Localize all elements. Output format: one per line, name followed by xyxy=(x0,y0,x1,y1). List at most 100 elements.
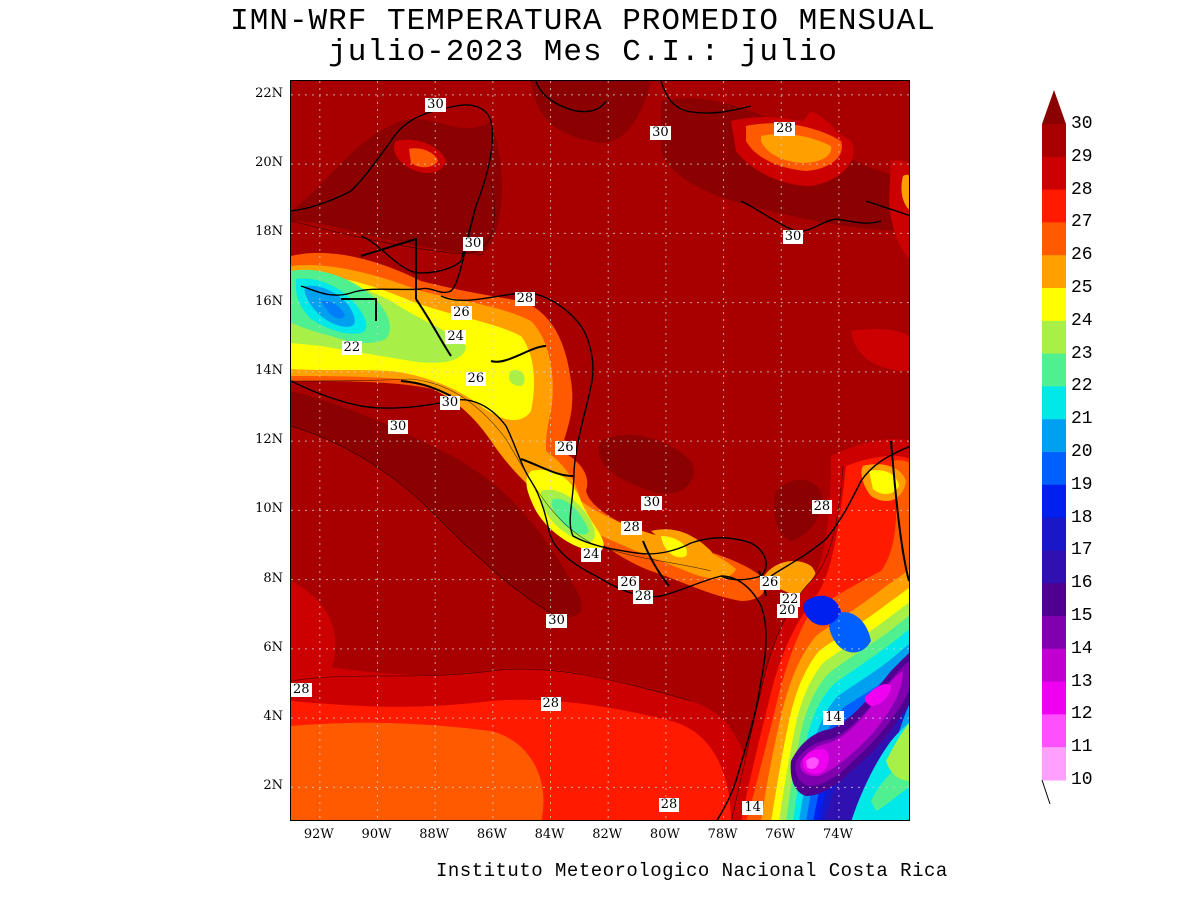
country-borders xyxy=(341,237,909,597)
contour-label: 14 xyxy=(742,800,763,816)
contour-label: 28 xyxy=(291,682,312,698)
colorbar-level-label: 30 xyxy=(1071,114,1093,134)
colorbar-swatch xyxy=(1042,189,1066,223)
caribbean-north-25 xyxy=(761,134,909,210)
contour-label: 28 xyxy=(632,588,654,604)
contour-label: 30 xyxy=(425,97,446,113)
contour-label: 30 xyxy=(462,235,484,251)
contour-label: 30 xyxy=(439,395,461,411)
colorbar-level-label: 29 xyxy=(1071,146,1093,167)
lat-tick-label: 10N xyxy=(255,501,283,517)
contour-label: 26 xyxy=(451,304,472,320)
lat-tick-label: 16N xyxy=(255,293,283,309)
lon-tick-label: 86W xyxy=(476,827,507,842)
colombia-13 xyxy=(800,671,903,777)
lon-tick-label: 76W xyxy=(765,827,796,842)
lat-tick-label: 18N xyxy=(255,224,283,240)
contour-label: 30 xyxy=(650,124,671,140)
colorbar-level-label: 15 xyxy=(1071,606,1093,626)
colorbar-swatch xyxy=(1042,484,1066,519)
colombia-east-23 xyxy=(886,723,909,781)
colorbar-level-label: 27 xyxy=(1071,212,1093,233)
colorbar-swatch xyxy=(1042,714,1066,748)
contour-label: 28 xyxy=(514,291,536,307)
highlands-19-20 xyxy=(321,300,345,319)
contour-label: 24 xyxy=(445,329,466,345)
lat-tick-label: 14N xyxy=(255,362,283,378)
contour-lines xyxy=(291,180,844,820)
yucatan-26 xyxy=(409,148,438,168)
contour-label: 26 xyxy=(759,575,781,591)
contour-label: 26 xyxy=(465,370,487,386)
contour-label: 14 xyxy=(823,710,844,726)
colombia-11 xyxy=(806,757,819,769)
contour-label: 22 xyxy=(341,339,363,355)
colorbar-swatch xyxy=(1042,353,1066,387)
lon-tick-label: 78W xyxy=(707,827,738,842)
colorbar-level-label: 19 xyxy=(1071,474,1093,495)
contour-label: 28 xyxy=(540,696,562,712)
colorbar-swatch xyxy=(1042,419,1066,453)
lat-tick-label: 6N xyxy=(263,639,283,655)
footer-credit: Instituto Meteorologico Nacional Costa R… xyxy=(436,860,948,882)
colorbar-swatch xyxy=(1042,386,1066,420)
colorbar-level-label: 20 xyxy=(1071,442,1093,462)
colorbar-swatch xyxy=(1042,616,1066,650)
lon-tick-label: 88W xyxy=(419,827,450,842)
chart-subtitle: julio-2023 Mes C.I.: julio xyxy=(328,35,838,70)
colorbar-swatch xyxy=(1042,156,1066,191)
colorbar-swatch xyxy=(1042,255,1066,289)
colorbar xyxy=(1041,90,1066,805)
lat-tick-label: 20N xyxy=(255,155,283,171)
colorbar-level-label: 12 xyxy=(1071,704,1093,725)
colorbar-level-label: 16 xyxy=(1071,573,1093,594)
contour-label: 20 xyxy=(777,602,798,618)
contour-label: 24 xyxy=(580,547,602,563)
contour-label: 30 xyxy=(782,228,804,244)
lon-tick-label: 84W xyxy=(534,827,565,842)
lon-tick-label: 90W xyxy=(361,827,392,842)
lat-tick-label: 4N xyxy=(263,709,283,725)
colorbar-level-label: 18 xyxy=(1071,507,1093,528)
colorbar-level-label: 28 xyxy=(1071,179,1093,200)
colombia-nw-bowl xyxy=(803,595,841,626)
colorbar-swatch xyxy=(1042,583,1066,617)
colorbar-swatch xyxy=(1042,747,1066,781)
temperature-map: 30 30 28 30 30 28 26 24 22 26 30 30 26 30 28 28 24 26 28 26… xyxy=(290,80,910,821)
colorbar-swatch xyxy=(1042,517,1066,551)
colorbar-swatch xyxy=(1042,452,1066,486)
lat-tick-label: 22N xyxy=(255,85,283,101)
colorbar-swatch xyxy=(1042,648,1066,683)
colorbar-level-label: 10 xyxy=(1071,770,1093,790)
colorbar-level-label: 13 xyxy=(1071,671,1093,692)
contour-label: 28 xyxy=(811,498,833,514)
field-26-27 xyxy=(291,722,544,820)
colorbar-level-label: 26 xyxy=(1071,245,1093,266)
colorbar-arrow-top xyxy=(1042,90,1066,124)
contour-label: 28 xyxy=(774,121,795,137)
contour-label: 26 xyxy=(554,440,576,456)
contour-label: 30 xyxy=(546,613,567,629)
colorbar-level-label: 24 xyxy=(1071,310,1093,331)
colorbar-level-label: 25 xyxy=(1071,278,1093,298)
contour-label: 30 xyxy=(387,419,409,435)
lon-tick-label: 74W xyxy=(822,827,853,842)
lon-tick-label: 82W xyxy=(592,827,623,842)
contour-label: 26 xyxy=(618,575,639,591)
colorbar-swatch xyxy=(1042,288,1066,322)
lon-tick-label: 92W xyxy=(303,827,334,842)
contour-label: 28 xyxy=(621,519,642,535)
colorbar-swatch xyxy=(1042,681,1066,715)
lat-tick-label: 12N xyxy=(255,432,283,448)
colorbar-swatch xyxy=(1042,124,1066,158)
chart-title: IMN-WRF TEMPERATURA PROMEDIO MENSUAL xyxy=(230,4,936,39)
contour-label: 28 xyxy=(658,796,680,812)
colorbar-swatch xyxy=(1042,550,1066,584)
colorbar-level-label: 23 xyxy=(1071,343,1093,364)
colorbar-level-label: 22 xyxy=(1071,376,1093,397)
colorbar-level-label: 14 xyxy=(1071,638,1093,659)
colorbar-level-label: 11 xyxy=(1071,737,1093,758)
map-field xyxy=(291,81,909,820)
colombia-16 xyxy=(825,715,909,820)
colorbar-level-label: 21 xyxy=(1071,409,1093,430)
